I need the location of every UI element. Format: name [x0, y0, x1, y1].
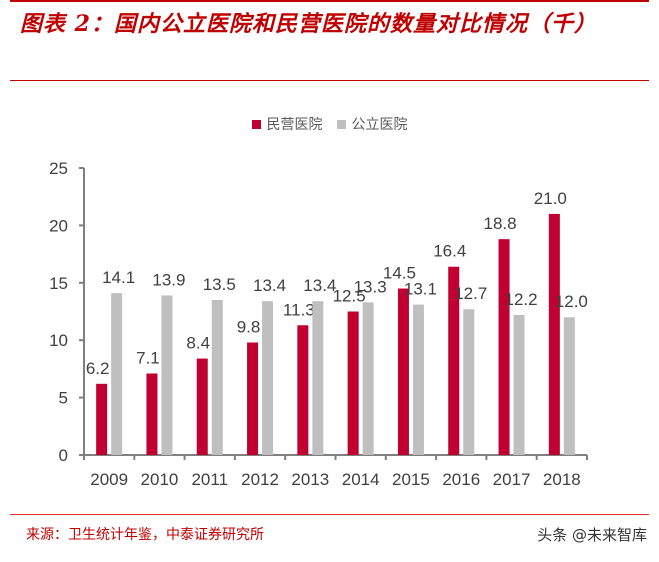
top-rule: [10, 0, 649, 2]
bar-private: [498, 239, 510, 455]
data-label: 9.8: [237, 317, 261, 336]
chart-title: 图表 2：国内公立医院和民营医院的数量对比情况（千）: [20, 11, 597, 37]
bar-private: [297, 325, 309, 455]
data-label: 16.4: [433, 242, 466, 261]
legend-item-public: 公立医院: [336, 114, 408, 134]
data-label: 13.4: [303, 276, 336, 295]
data-label: 14.5: [383, 264, 416, 283]
bar-private: [397, 288, 409, 455]
y-tick-label: 10: [49, 331, 68, 350]
bar-private: [196, 358, 208, 455]
data-label: 18.8: [484, 214, 517, 233]
y-tick-label: 25: [49, 159, 68, 178]
bar-private: [347, 311, 359, 455]
bar-public: [211, 300, 223, 455]
legend: 民营医院 公立医院: [0, 112, 659, 136]
data-label: 13.5: [203, 275, 236, 294]
data-label: 14.1: [102, 268, 135, 287]
data-label: 13.1: [404, 280, 437, 299]
bar-public: [262, 301, 274, 455]
legend-label-public: 公立医院: [351, 117, 408, 133]
x-tick-label: 2014: [342, 470, 380, 489]
x-tick-label: 2010: [141, 470, 179, 489]
x-tick-label: 2015: [392, 470, 430, 489]
legend-item-private: 民营医院: [251, 114, 323, 134]
x-tick-label: 2009: [90, 470, 128, 489]
data-label: 12.5: [333, 287, 366, 306]
legend-swatch-public: [336, 119, 346, 129]
bar-private: [96, 383, 108, 455]
data-label: 12.2: [505, 290, 538, 309]
data-label: 21.0: [534, 189, 567, 208]
bottom-rule: [10, 514, 649, 515]
data-label: 6.2: [86, 359, 110, 378]
bar-private: [448, 266, 460, 455]
y-tick-label: 15: [49, 274, 68, 293]
data-label: 13.4: [253, 276, 286, 295]
data-label: 13.9: [152, 270, 185, 289]
source-note: 来源：卫生统计年鉴，中泰证券研究所: [26, 527, 264, 543]
x-tick-label: 2018: [543, 470, 581, 489]
bar-private: [146, 373, 158, 455]
bar-public: [463, 309, 475, 455]
legend-label-private: 民营医院: [266, 117, 323, 133]
bar-public: [412, 304, 424, 455]
bar-public: [513, 314, 525, 455]
watermark: 头条 @未来智库: [537, 526, 647, 544]
bar-private: [548, 213, 560, 455]
x-tick-label: 2016: [442, 470, 480, 489]
bar-public: [111, 293, 123, 455]
bar-public: [563, 317, 575, 455]
data-label: 7.1: [136, 348, 160, 367]
legend-swatch-private: [251, 119, 261, 129]
bar-public: [362, 302, 374, 455]
data-label: 13.3: [354, 277, 387, 296]
data-label: 11.3: [283, 300, 315, 319]
x-tick-label: 2012: [241, 470, 279, 489]
x-tick-label: 2011: [191, 470, 228, 489]
bar-public: [161, 295, 173, 455]
data-label: 12.0: [555, 292, 588, 311]
x-tick-label: 2013: [291, 470, 329, 489]
y-tick-label: 0: [59, 446, 68, 465]
data-label: 12.7: [454, 284, 487, 303]
x-tick-label: 2017: [493, 470, 531, 489]
data-label: 8.4: [186, 334, 210, 353]
title-rule: [10, 80, 649, 81]
y-tick-label: 5: [59, 389, 68, 408]
y-tick-label: 20: [49, 216, 68, 235]
bar-public: [312, 301, 324, 455]
bar-private: [247, 342, 259, 455]
